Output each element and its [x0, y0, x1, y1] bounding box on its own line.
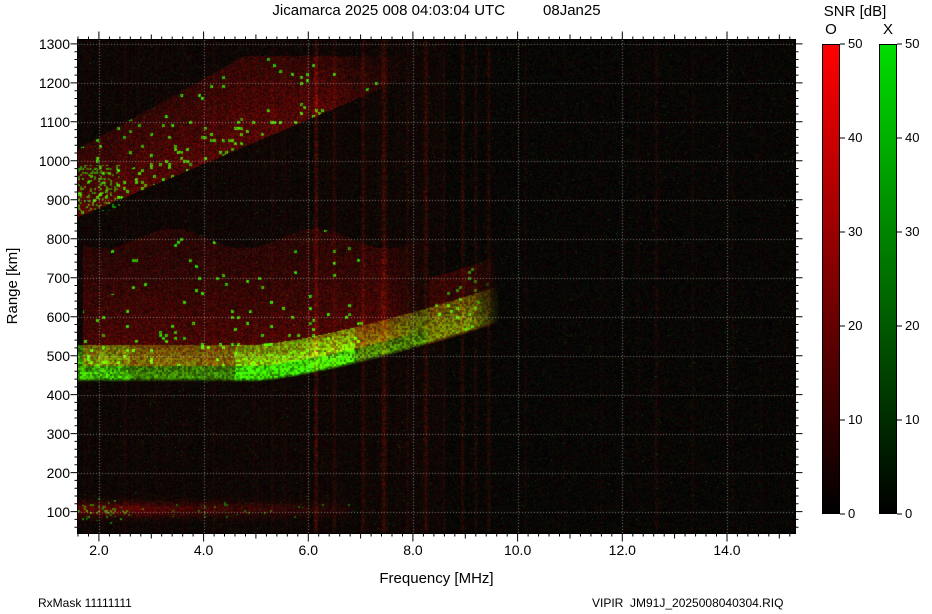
o-colorbar-tick-label: 50: [848, 36, 863, 51]
plot-date: 08Jan25: [543, 2, 601, 19]
y-tick-label: 700: [46, 269, 70, 286]
x-tick-label: 2.0: [89, 542, 109, 558]
o-mode-label: O: [825, 21, 837, 38]
o-colorbar-tick-label: 10: [848, 412, 863, 427]
x-tick-label: 12.0: [608, 542, 636, 558]
o-colorbar-tick-label: 20: [848, 318, 863, 333]
x-mode-colorbar: [879, 44, 897, 514]
y-tick-label: 1300: [38, 35, 70, 52]
y-tick-label: 300: [46, 425, 70, 442]
o-colorbar-tick-label: 0: [848, 506, 856, 521]
y-tick-label: 400: [46, 386, 70, 403]
x-colorbar-tick-label: 0: [905, 506, 913, 521]
x-tick-label: 4.0: [193, 542, 214, 558]
y-tick-label: 1100: [39, 113, 70, 130]
ionogram-heatmap: [78, 40, 795, 533]
y-tick-label: 1000: [38, 152, 70, 169]
x-colorbar-tick-label: 30: [905, 224, 920, 239]
x-colorbar-tick-label: 20: [905, 318, 920, 333]
x-tick-label: 6.0: [298, 542, 318, 558]
o-mode-colorbar: [822, 44, 840, 514]
o-colorbar-tick-label: 30: [848, 224, 863, 239]
y-tick-label: 500: [46, 347, 70, 364]
y-tick-label: 200: [46, 464, 70, 481]
o-colorbar-tick-label: 40: [848, 130, 863, 145]
y-tick-label: 800: [46, 230, 70, 247]
x-axis-title: Frequency [MHz]: [379, 570, 494, 587]
x-tick-label: 8.0: [403, 542, 423, 558]
colorbar-title: SNR [dB]: [823, 3, 887, 20]
x-mode-label: X: [882, 21, 893, 38]
x-tick-label: 14.0: [713, 542, 741, 558]
x-tick-label: 10.0: [503, 542, 532, 558]
y-tick-label: 1200: [38, 74, 70, 91]
y-tick-label: 600: [46, 308, 70, 325]
x-colorbar-tick-label: 10: [905, 412, 920, 427]
y-axis-title: Range [km]: [4, 247, 21, 325]
plot-title: Jicamarca 2025 008 04:03:04 UTC: [272, 2, 506, 19]
x-colorbar-tick-label: 40: [905, 130, 920, 145]
source-file-text: VIPIR JM91J_2025008040304.RIQ: [592, 596, 784, 610]
y-tick-label: 900: [46, 191, 70, 208]
y-tick-label: 100: [46, 503, 70, 520]
title-row: Jicamarca 2025 008 04:03:04 UTC 08Jan25: [78, 2, 795, 19]
x-colorbar-tick-label: 50: [905, 36, 920, 51]
rxmask-text: RxMask 11111111: [38, 596, 132, 610]
